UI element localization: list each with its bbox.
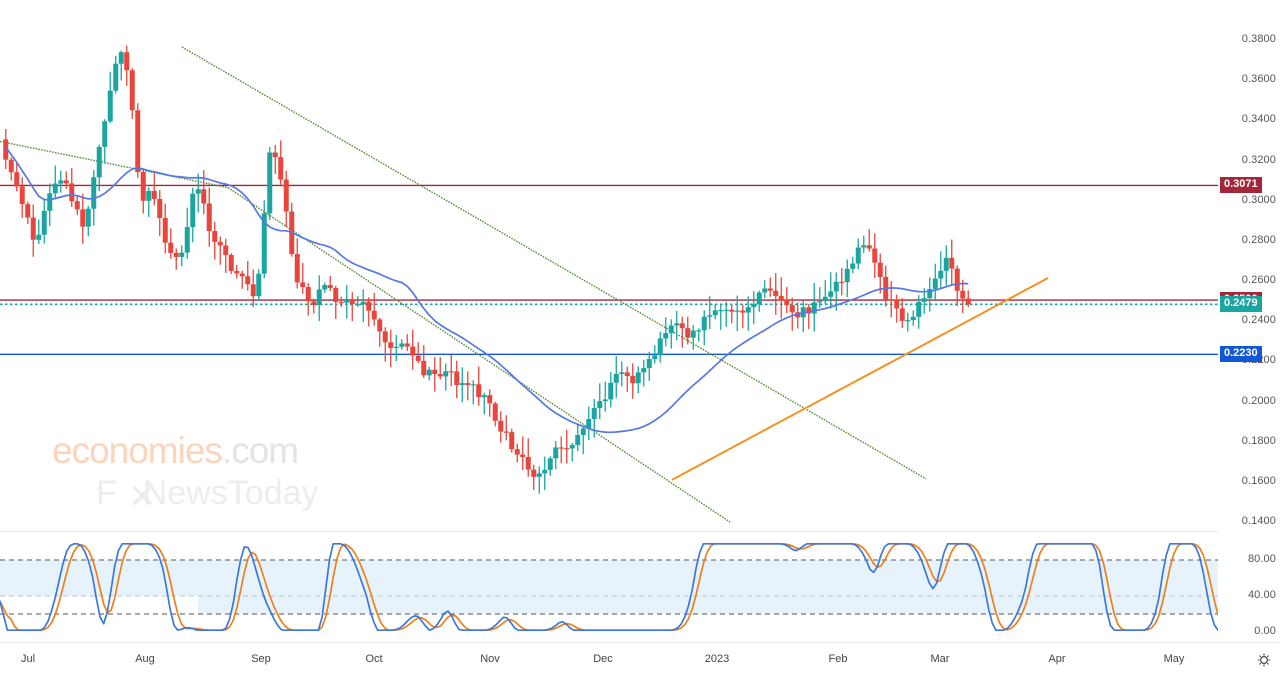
time-axis-tick: Apr	[1048, 653, 1066, 665]
price-axis-tick: 0.2400	[1241, 314, 1276, 327]
support-level-tag[interactable]: 0.2230	[1220, 346, 1262, 363]
price-axis-tick: 0.1600	[1241, 474, 1276, 487]
time-axis-tick: May	[1163, 653, 1185, 665]
price-axis-tick: 0.3600	[1241, 73, 1276, 86]
descending-channel-lower-left-stub	[0, 140, 229, 189]
indicator-axis-tick: 40.00	[1247, 589, 1276, 601]
time-axis-tick: 2023	[704, 653, 730, 665]
price-plot	[0, 45, 1218, 523]
time-axis-tick: Sep	[251, 653, 271, 665]
price-axis-tick: 0.1400	[1241, 515, 1276, 527]
stochastic-indicator-pane[interactable]	[0, 531, 1218, 642]
time-axis[interactable]: Jul Aug Sep Oct Nov Dec 2023 Feb Mar Apr May	[0, 642, 1280, 680]
last-price-tag[interactable]: 0.2479	[1220, 296, 1262, 313]
price-chart-pane[interactable]	[0, 0, 1218, 530]
price-axis-tick: 0.2800	[1241, 233, 1276, 246]
price-axis-tick: 0.2600	[1241, 274, 1276, 286]
stochastic-plot	[0, 542, 1218, 632]
price-axis-tick: 0.3200	[1241, 153, 1276, 166]
time-axis-tick: Mar	[930, 653, 950, 665]
time-axis-tick: Aug	[135, 653, 155, 665]
time-axis-tick: Nov	[480, 653, 500, 665]
indicator-axis-tick: 0.00	[1254, 625, 1276, 637]
price-axis[interactable]: 0.3800 0.3600 0.3400 0.3200 0.3000 0.2800 0.26…	[1218, 0, 1280, 642]
price-axis-tick: 0.1800	[1241, 434, 1276, 447]
time-axis-tick: Oct	[365, 653, 383, 665]
time-axis-tick: Feb	[828, 653, 848, 665]
price-axis-tick: 0.3000	[1241, 193, 1276, 206]
time-axis-tick: Dec	[593, 653, 613, 665]
price-axis-tick: 0.3400	[1241, 113, 1276, 126]
indicator-axis-tick: 80.00	[1247, 553, 1276, 565]
candlestick-series	[3, 45, 971, 494]
descending-channel-lower-line	[227, 187, 731, 523]
price-axis-tick: 0.2000	[1241, 394, 1276, 407]
stochastic-k-line	[0, 542, 1218, 632]
resistance-level-tag[interactable]: 0.3071	[1220, 177, 1262, 194]
time-axis-tick: Jul	[20, 653, 36, 665]
descending-channel-upper-line	[181, 46, 927, 480]
gear-icon[interactable]	[1256, 652, 1272, 668]
ascending-support-trendline	[671, 277, 1049, 481]
moving-average-line	[5, 146, 969, 434]
price-axis-tick: 0.3800	[1241, 33, 1276, 45]
